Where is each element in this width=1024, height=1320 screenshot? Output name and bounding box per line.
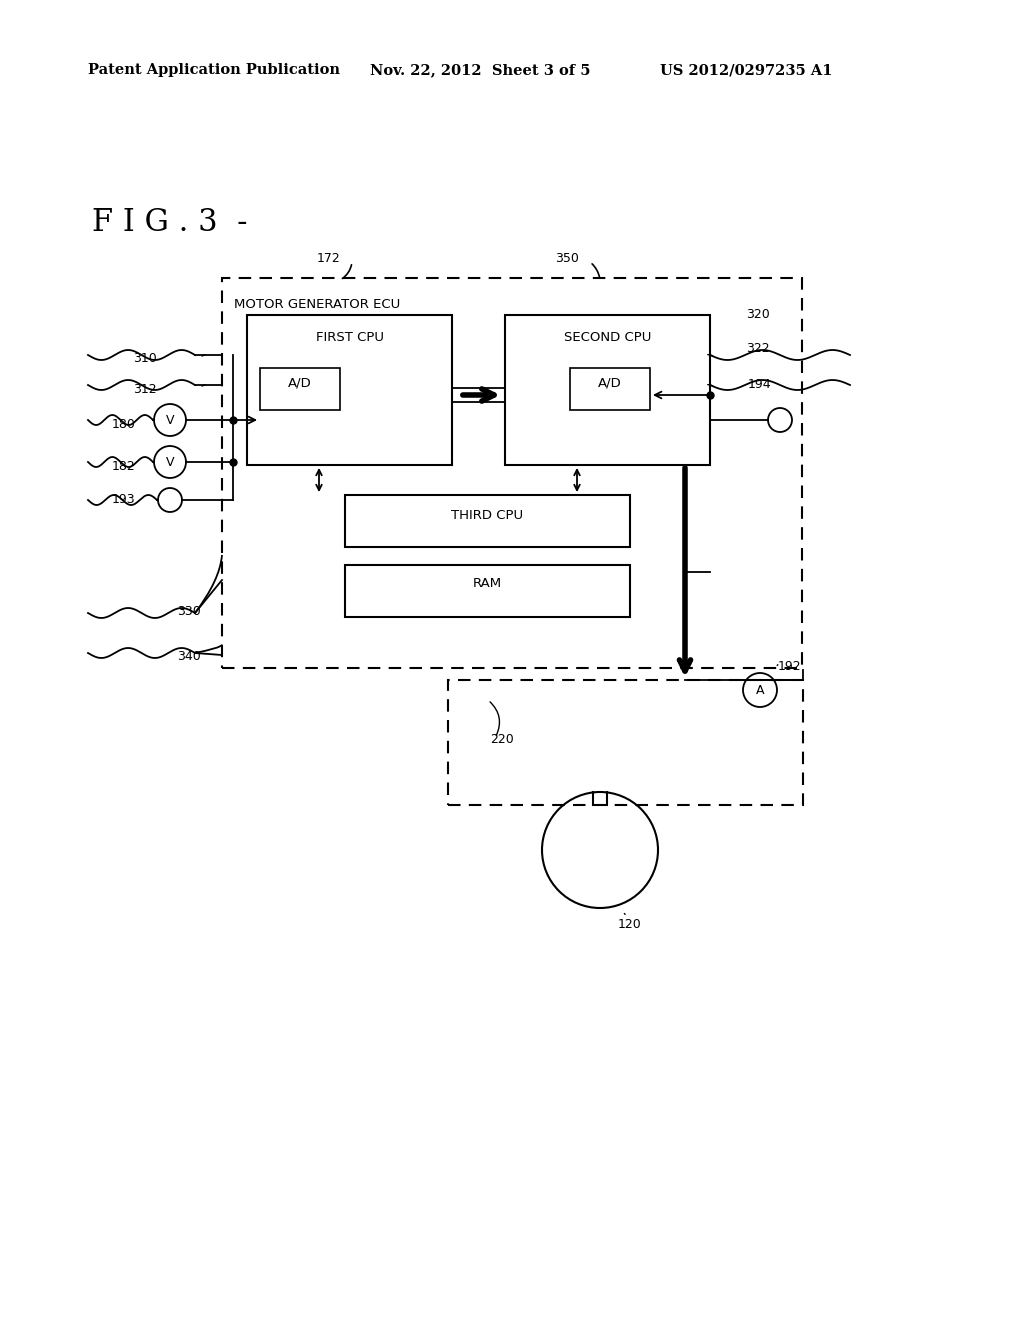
Bar: [505, 315, 710, 465]
Text: 192: 192: [778, 660, 802, 673]
Text: 194: 194: [748, 378, 772, 391]
Text: A/D: A/D: [288, 376, 312, 389]
Text: 312: 312: [133, 383, 157, 396]
Bar: [449, 680, 803, 805]
Text: V: V: [166, 457, 174, 470]
Text: 172: 172: [317, 252, 341, 265]
Text: 310: 310: [133, 352, 157, 366]
Text: Patent Application Publication: Patent Application Publication: [88, 63, 340, 77]
Text: SECOND CPU: SECOND CPU: [564, 331, 651, 345]
Text: 350: 350: [555, 252, 579, 265]
Text: 182: 182: [112, 459, 136, 473]
Text: V: V: [166, 414, 174, 428]
Text: A: A: [756, 685, 764, 697]
Text: Nov. 22, 2012  Sheet 3 of 5: Nov. 22, 2012 Sheet 3 of 5: [370, 63, 591, 77]
Text: 120: 120: [618, 917, 642, 931]
Text: RAM: RAM: [473, 577, 502, 590]
Text: MOTOR GENERATOR ECU: MOTOR GENERATOR ECU: [234, 298, 400, 312]
Bar: [222, 279, 802, 668]
Bar: [345, 565, 630, 616]
Text: 322: 322: [746, 342, 770, 355]
Text: 320: 320: [746, 308, 770, 321]
Text: A/D: A/D: [598, 376, 622, 389]
Text: THIRD CPU: THIRD CPU: [452, 510, 523, 521]
Bar: [570, 368, 650, 411]
Text: F I G . 3  -: F I G . 3 -: [92, 207, 248, 238]
Text: US 2012/0297235 A1: US 2012/0297235 A1: [660, 63, 833, 77]
Text: FIRST CPU: FIRST CPU: [315, 331, 384, 345]
Bar: [260, 368, 340, 411]
Text: 220: 220: [490, 733, 514, 746]
Text: 330: 330: [177, 605, 201, 618]
Text: 180: 180: [112, 418, 136, 432]
Text: 340: 340: [177, 649, 201, 663]
Text: 193: 193: [112, 492, 135, 506]
Bar: [247, 315, 452, 465]
Bar: [345, 495, 630, 546]
